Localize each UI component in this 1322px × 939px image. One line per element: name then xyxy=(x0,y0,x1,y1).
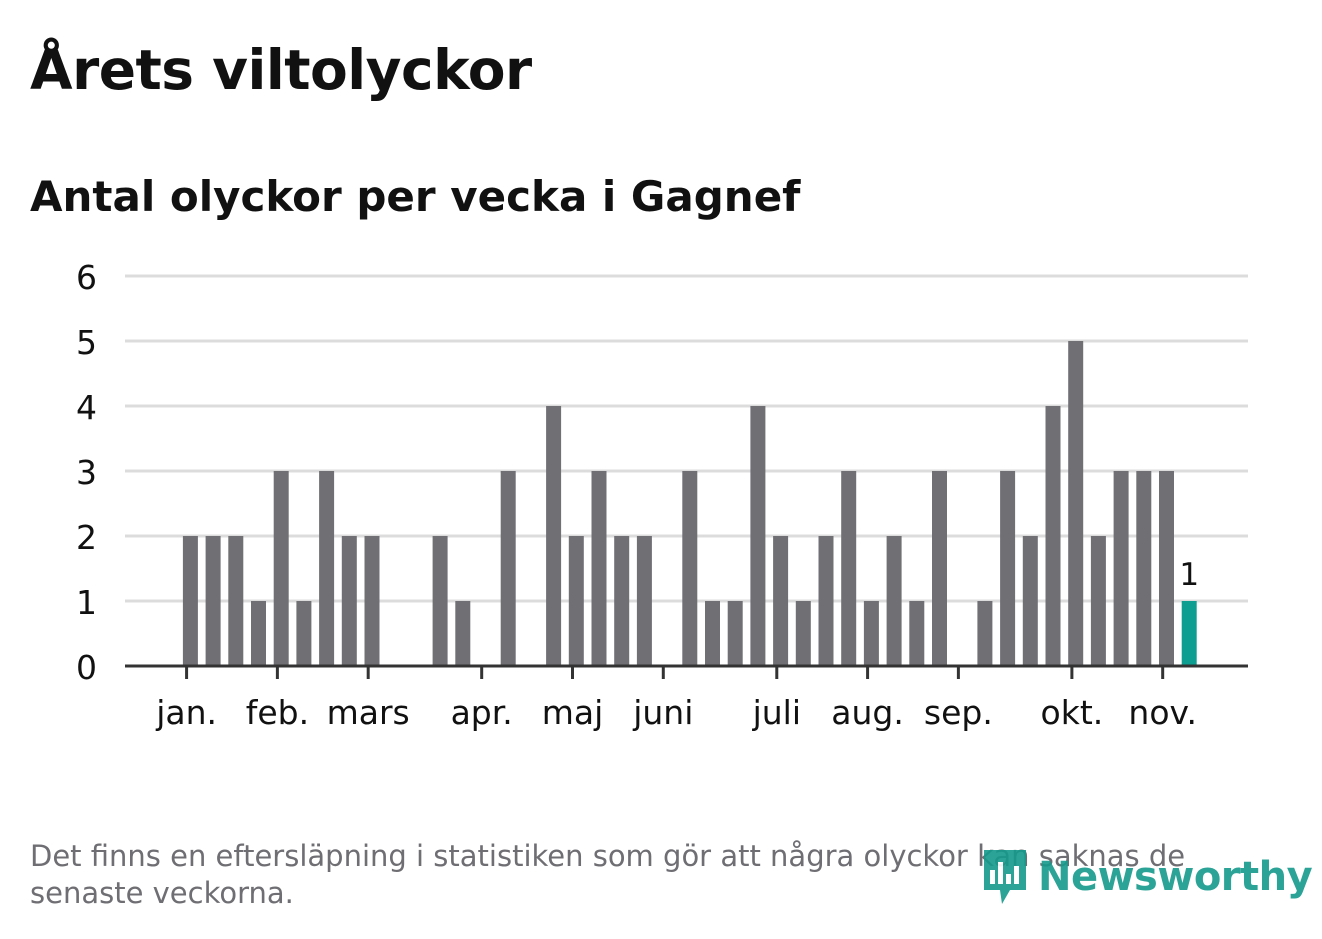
bar xyxy=(591,471,607,666)
y-tick-label: 6 xyxy=(76,258,97,297)
bar xyxy=(341,536,357,666)
bar xyxy=(1045,406,1061,666)
y-tick-label: 5 xyxy=(76,323,97,362)
bar xyxy=(750,406,766,666)
bar xyxy=(818,536,834,666)
x-tick-label: aug. xyxy=(831,693,904,732)
bar xyxy=(364,536,380,666)
bar xyxy=(682,471,698,666)
bar xyxy=(182,536,198,666)
bar xyxy=(614,536,630,666)
bar xyxy=(727,601,743,666)
data-label: 1 xyxy=(1179,557,1199,593)
bar xyxy=(795,601,811,666)
bar xyxy=(568,536,584,666)
bar xyxy=(319,471,335,666)
y-tick-label: 4 xyxy=(76,388,97,427)
x-tick-label: feb. xyxy=(246,693,309,732)
x-tick-label: jan. xyxy=(155,693,217,732)
y-tick-label: 3 xyxy=(76,453,97,492)
chart-title: Årets viltolyckor xyxy=(30,38,532,102)
logo-text: Newsworthy xyxy=(1038,854,1313,900)
x-tick-label: nov. xyxy=(1128,693,1197,732)
bar-chart: 0 1 2 3 4 5 6 1 jan. feb. mars apr. maj juni juli aug. s… xyxy=(76,258,1248,732)
bar xyxy=(1113,471,1129,666)
bar xyxy=(273,471,289,666)
y-tick-label: 2 xyxy=(76,518,97,557)
newsworthy-logo-icon xyxy=(984,850,1026,904)
bar xyxy=(773,536,789,666)
bar xyxy=(705,601,720,666)
bar xyxy=(546,406,562,666)
bar xyxy=(432,536,448,666)
x-tick-label: juni xyxy=(632,693,693,732)
y-tick-label: 0 xyxy=(76,648,97,687)
x-tick-label: sep. xyxy=(924,693,993,732)
bar xyxy=(1136,471,1152,666)
x-tick-label: maj xyxy=(542,693,604,732)
chart-subtitle: Antal olyckor per vecka i Gagnef xyxy=(30,172,801,221)
bar xyxy=(1159,471,1174,666)
bar xyxy=(1090,536,1106,666)
x-tick-label: apr. xyxy=(451,693,513,732)
x-tick-label: juli xyxy=(752,693,801,732)
newsworthy-logo: Newsworthy xyxy=(980,846,1313,908)
bar xyxy=(1022,536,1038,666)
bar xyxy=(500,471,516,666)
bar xyxy=(1000,471,1016,666)
bar xyxy=(228,536,244,666)
bar xyxy=(636,536,652,666)
bar xyxy=(909,601,925,666)
x-tick-label: mars xyxy=(327,693,410,732)
bar xyxy=(932,471,947,666)
bar xyxy=(205,536,221,666)
bar-highlight xyxy=(1181,601,1197,666)
bar xyxy=(296,601,312,666)
bar xyxy=(863,601,879,666)
bar xyxy=(977,601,993,666)
bar xyxy=(841,471,857,666)
bar xyxy=(251,601,266,666)
bar xyxy=(455,601,471,666)
x-tick-label: okt. xyxy=(1041,693,1104,732)
bar xyxy=(886,536,902,666)
bar xyxy=(1068,341,1084,666)
y-tick-label: 1 xyxy=(76,583,97,622)
